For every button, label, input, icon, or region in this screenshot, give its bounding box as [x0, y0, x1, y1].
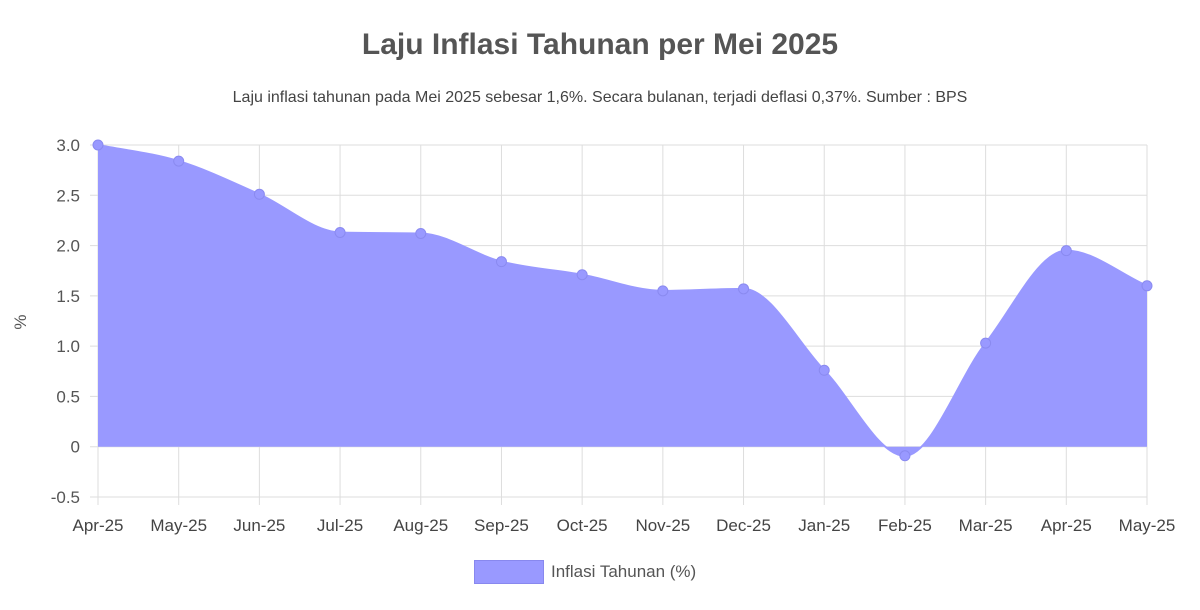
x-tick-label: Jun-25: [233, 516, 285, 535]
y-tick-labels: 3.0 2.5 2.0 1.5 1.0 0.5 0 -0.5: [51, 136, 80, 507]
data-point[interactable]: [1141, 280, 1153, 292]
x-tick-label: May-25: [150, 516, 207, 535]
chart-subtitle: Laju inflasi tahunan pada Mei 2025 sebes…: [232, 89, 968, 106]
y-tick-label: 1.5: [56, 287, 80, 306]
series-area: [98, 145, 1147, 456]
x-tick-label: Mar-25: [959, 516, 1013, 535]
data-point[interactable]: [253, 188, 265, 200]
data-point[interactable]: [415, 228, 427, 240]
data-point[interactable]: [334, 226, 346, 238]
y-axis-label: %: [11, 314, 30, 329]
y-tick-label: 2.0: [56, 237, 80, 256]
data-point[interactable]: [657, 285, 669, 297]
data-point[interactable]: [818, 364, 830, 376]
x-tick-label: Feb-25: [878, 516, 932, 535]
x-tick-label: Apr-25: [1041, 516, 1092, 535]
legend-label: Inflasi Tahunan (%): [551, 562, 697, 581]
x-tick-label: Aug-25: [393, 516, 448, 535]
data-point[interactable]: [173, 155, 185, 167]
data-point[interactable]: [576, 269, 588, 281]
data-point[interactable]: [980, 337, 992, 349]
x-tick-label: Jul-25: [317, 516, 363, 535]
y-tick-label: 0: [71, 438, 80, 457]
x-tick-label: May-25: [1119, 516, 1176, 535]
data-point[interactable]: [899, 450, 911, 462]
y-tick-label: 3.0: [56, 136, 80, 155]
x-tick-label: Jan-25: [798, 516, 850, 535]
point-layer: [92, 139, 1153, 462]
x-tick-labels: Apr-25 May-25 Jun-25 Jul-25 Aug-25 Sep-25 Oct-…: [72, 516, 1175, 535]
legend[interactable]: Inflasi Tahunan (%): [474, 559, 696, 585]
chart-title: Laju Inflasi Tahunan per Mei 2025: [361, 28, 839, 61]
x-tick-label: Oct-25: [557, 516, 608, 535]
data-point[interactable]: [495, 256, 507, 268]
y-tick-label: 2.5: [56, 186, 80, 205]
data-point[interactable]: [92, 139, 104, 151]
data-point[interactable]: [1060, 245, 1072, 257]
x-tick-label: Sep-25: [474, 516, 529, 535]
y-tick-label: -0.5: [51, 488, 80, 507]
x-tick-label: Nov-25: [635, 516, 690, 535]
data-point[interactable]: [738, 283, 750, 295]
legend-swatch: [474, 560, 544, 584]
y-tick-label: 1.0: [56, 337, 80, 356]
y-tick-label: 0.5: [56, 387, 80, 406]
x-tick-label: Dec-25: [716, 516, 771, 535]
x-tick-label: Apr-25: [72, 516, 123, 535]
